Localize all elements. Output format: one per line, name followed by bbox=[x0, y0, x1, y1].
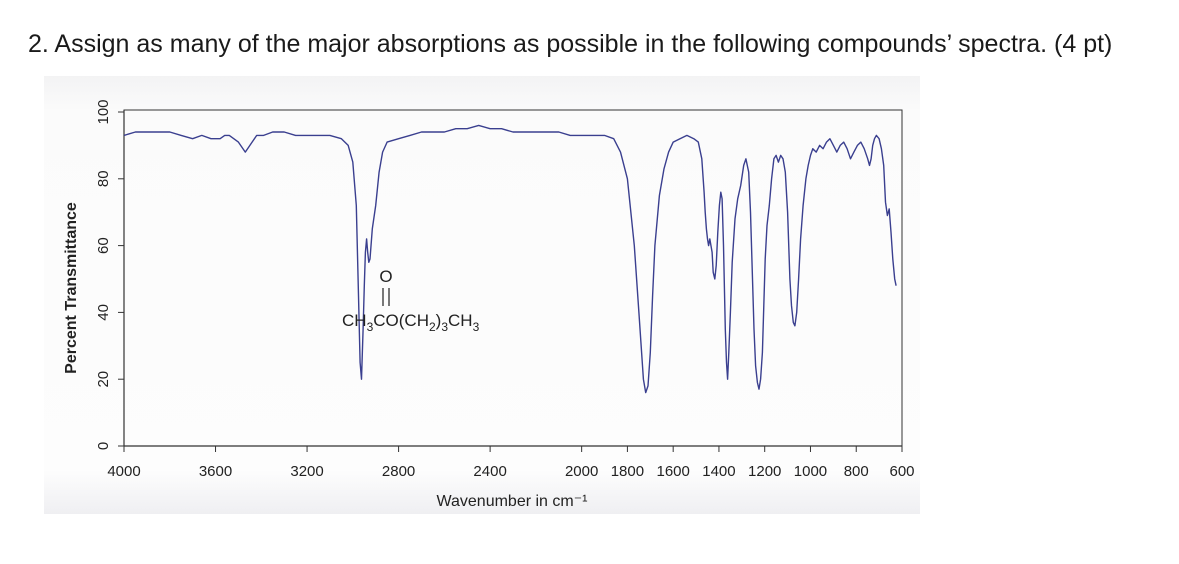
compound-structure: O CH3CO(CH2)3CH3 bbox=[342, 267, 480, 334]
formula-part-co: CO(CH bbox=[373, 311, 429, 330]
x-tick-label: 4000 bbox=[107, 463, 140, 480]
formula-sub-3c: 3 bbox=[473, 320, 480, 334]
y-tick-label: 0 bbox=[95, 442, 112, 450]
carbonyl-oxygen-label: O bbox=[379, 267, 392, 286]
x-tick-label: 1600 bbox=[656, 463, 689, 480]
x-tick-label: 2400 bbox=[473, 463, 506, 480]
x-axis-ticks: 4000 3600 3200 2800 2400 2000 1800 1600 1400 1200… bbox=[107, 446, 915, 480]
y-tick-label: 20 bbox=[95, 371, 112, 388]
x-tick-label: 2000 bbox=[565, 463, 598, 480]
spectrum-series-line bbox=[123, 124, 897, 394]
spectrum-photo-background bbox=[44, 76, 920, 514]
x-tick-label: 3600 bbox=[199, 463, 232, 480]
y-tick-label: 40 bbox=[95, 304, 112, 321]
compound-formula: CH3CO(CH2)3CH3 bbox=[342, 311, 480, 334]
plot-frame bbox=[123, 109, 903, 447]
x-tick-label: 1800 bbox=[611, 463, 644, 480]
y-tick-label: 100 bbox=[95, 99, 112, 124]
y-tick-label: 80 bbox=[95, 170, 112, 187]
formula-sub-3b: 3 bbox=[441, 320, 448, 334]
x-tick-label: 800 bbox=[844, 463, 869, 480]
x-tick-label: 3200 bbox=[290, 463, 323, 480]
formula-part-paren: ) bbox=[436, 311, 442, 330]
question-text: 2. Assign as many of the major absorptio… bbox=[28, 30, 1113, 58]
y-tick-label: 60 bbox=[95, 237, 112, 254]
formula-sub-2: 2 bbox=[429, 320, 436, 334]
y-axis-label: Percent Transmittance bbox=[63, 202, 80, 374]
x-axis-label: Wavenumber in cm⁻¹ bbox=[437, 493, 588, 510]
y-axis-ticks: 0 20 40 60 80 100 bbox=[95, 99, 124, 450]
x-tick-label: 1200 bbox=[748, 463, 781, 480]
formula-part-ch-end: CH bbox=[448, 311, 473, 330]
x-tick-label: 2800 bbox=[382, 463, 415, 480]
x-tick-label: 1400 bbox=[702, 463, 735, 480]
x-tick-label: 600 bbox=[889, 463, 914, 480]
x-tick-label: 1000 bbox=[794, 463, 827, 480]
formula-part-ch: CH bbox=[342, 311, 367, 330]
formula-sub-3a: 3 bbox=[367, 320, 374, 334]
